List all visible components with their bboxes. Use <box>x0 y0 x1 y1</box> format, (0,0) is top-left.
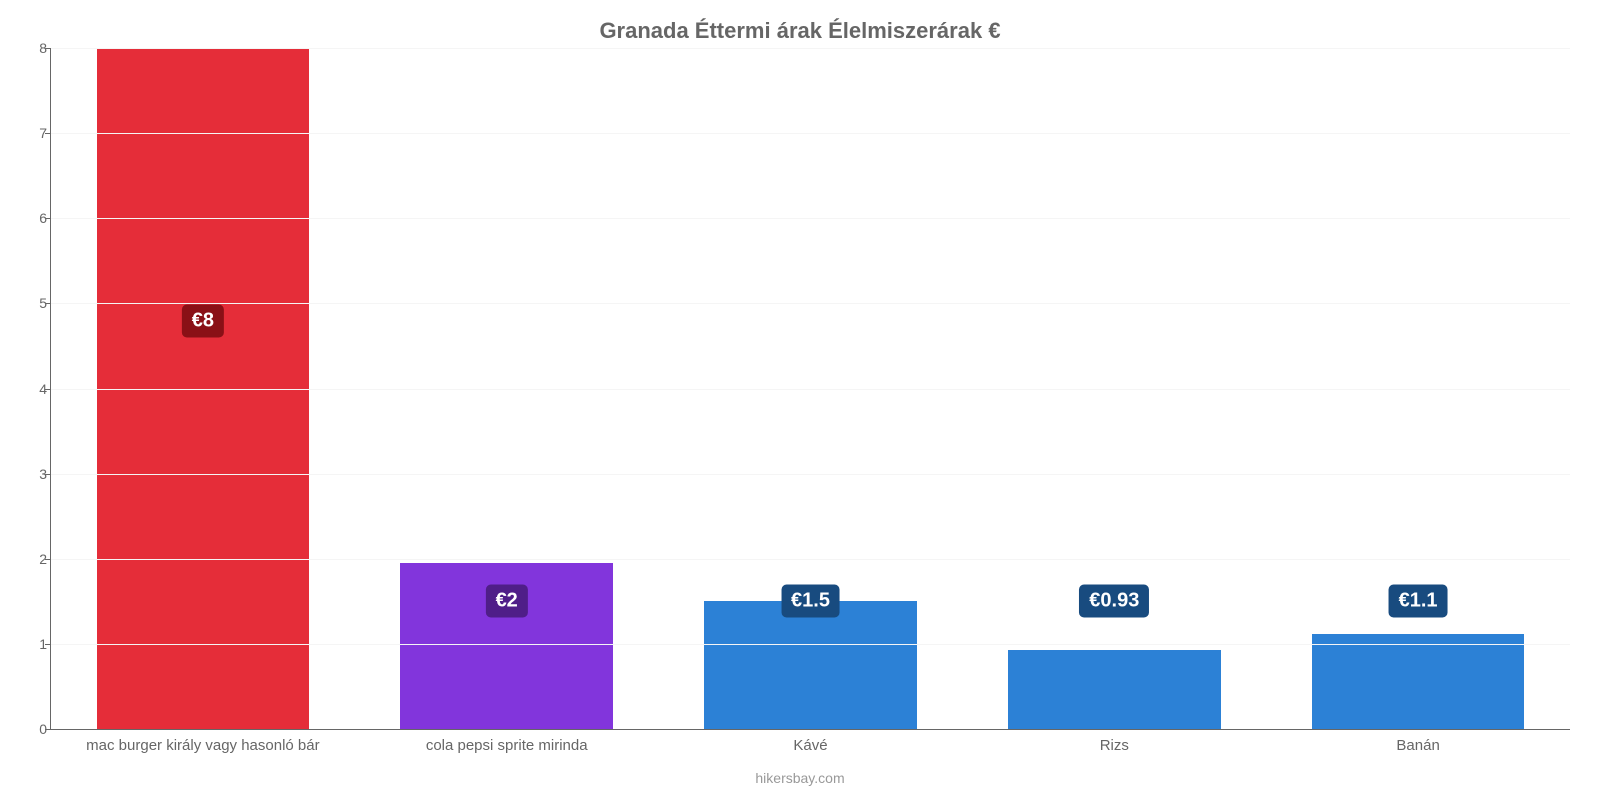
value-badge: €2 <box>486 584 528 617</box>
gridline <box>51 48 1570 49</box>
gridline <box>51 559 1570 560</box>
plot-area: mac burger király vagy hasonló bár€8cola… <box>50 48 1570 730</box>
value-badge: €1.5 <box>781 584 840 617</box>
ytick-label: 2 <box>23 551 47 567</box>
gridline <box>51 303 1570 304</box>
category-label: Banán <box>1396 737 1439 754</box>
value-badge: €8 <box>182 305 224 338</box>
chart-title: Granada Éttermi árak Élelmiszerárak € <box>0 18 1600 44</box>
ytick-label: 7 <box>23 125 47 141</box>
ytick-label: 6 <box>23 210 47 226</box>
gridline <box>51 474 1570 475</box>
category-label: mac burger király vagy hasonló bár <box>86 737 319 754</box>
ytick-label: 3 <box>23 466 47 482</box>
ytick-label: 5 <box>23 295 47 311</box>
gridline <box>51 644 1570 645</box>
gridline <box>51 133 1570 134</box>
category-label: Kávé <box>793 737 827 754</box>
value-badge: €1.1 <box>1389 584 1448 617</box>
bar <box>1312 634 1525 729</box>
ytick-label: 1 <box>23 636 47 652</box>
bar <box>704 601 917 729</box>
ytick-label: 0 <box>23 721 47 737</box>
gridline <box>51 218 1570 219</box>
gridline <box>51 389 1570 390</box>
ytick-label: 4 <box>23 381 47 397</box>
bar <box>1008 650 1221 729</box>
value-badge: €0.93 <box>1079 584 1149 617</box>
ytick-label: 8 <box>23 40 47 56</box>
category-label: Rizs <box>1100 737 1129 754</box>
chart-container: Granada Éttermi árak Élelmiszerárak € ma… <box>0 0 1600 800</box>
credit-text: hikersbay.com <box>0 770 1600 786</box>
category-label: cola pepsi sprite mirinda <box>426 737 588 754</box>
